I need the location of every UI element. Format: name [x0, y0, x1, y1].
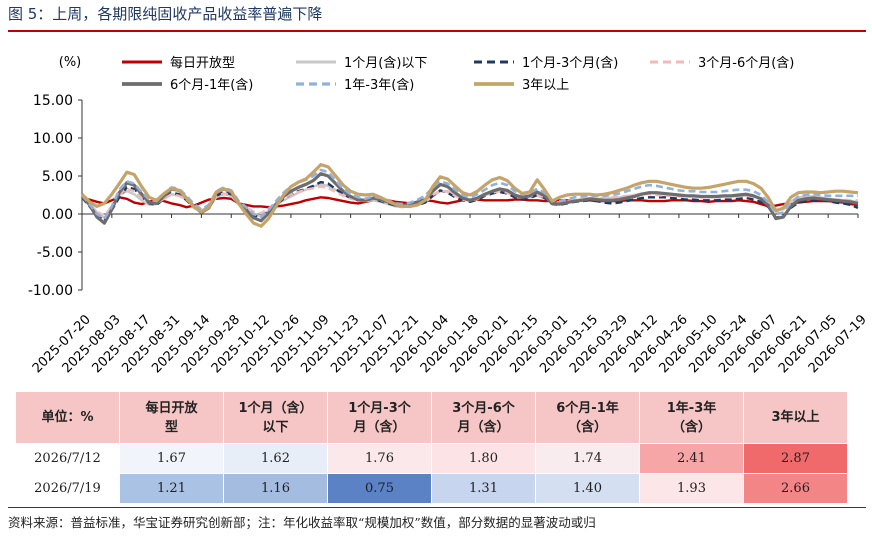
table-value-cell: 1.16 [223, 473, 328, 504]
table-header-cell: 3年以上 [743, 391, 848, 444]
table-header-text: 1个月-3个 [348, 400, 411, 416]
table-header-cell: 每日开放型 [119, 391, 224, 444]
legend-label-4: 6个月-1年(含) [170, 77, 253, 93]
table-header-cell: 1个月（含） 以下 [223, 391, 328, 444]
y-tick-label: 5.00 [42, 169, 73, 185]
legend-label-2: 1个月-3个月(含) [522, 55, 618, 71]
table-header-text: 月（含） [353, 419, 406, 435]
y-tick-label: 10.00 [33, 131, 73, 147]
table-value-cell: 1.80 [431, 443, 536, 474]
series-lines [80, 163, 859, 228]
table-value-cell: 1.93 [639, 473, 744, 504]
y-tick-label: 15.00 [33, 93, 73, 109]
figure-title: 图 5：上周，各期限纯固收产品收益率普遍下降 [8, 5, 323, 23]
legend-label-5: 1年-3年(含) [344, 77, 414, 93]
table-header-text: 3个月-6个 [452, 400, 515, 416]
table-body: 2026/7/12 1.67 1.62 1.76 1.80 1.74 2.41 2.87 202… [15, 443, 848, 504]
table-value-cell: 0.75 [327, 473, 432, 504]
table-date-cell: 2026/7/19 [15, 473, 120, 504]
y-axis: 15.00 10.00 5.00 0.00 -5.00 -10.00 [28, 93, 83, 299]
table-value-cell: 1.74 [535, 443, 640, 474]
table-header-text: 以下 [262, 419, 289, 435]
table-header-row: 单位：% 每日开放型 1个月（含） 以下 1个月-3个 月（含） 3个月-6个 月（含） 6个月… [15, 391, 848, 444]
title-divider [8, 30, 866, 32]
table-header-cell: 3个月-6个 月（含） [431, 391, 536, 444]
table-value-cell: 1.31 [431, 473, 536, 504]
table-header-text: 3年以上 [771, 410, 820, 425]
table-row: 2026/7/19 1.21 1.16 0.75 1.31 1.40 1.93 2.66 [15, 473, 848, 504]
table-date-cell: 2026/7/12 [15, 443, 120, 474]
footer-divider [8, 507, 866, 508]
x-axis: 2025-07-202025-08-032025-08-172025-08-31… [30, 213, 870, 376]
table-header-text: （含） [671, 419, 711, 435]
table-header-cell: 1个月-3个 月（含） [327, 391, 432, 444]
table-row: 2026/7/12 1.67 1.62 1.76 1.80 1.74 2.41 2.87 [15, 443, 848, 474]
line-chart: 每日开放型 1个月(含)以下 1个月-3个月(含) 3个月-6个月(含) 6个月-1年(… [28, 55, 870, 376]
legend-label-3: 3个月-6个月(含) [698, 55, 794, 71]
table-header-text: 型 [164, 419, 178, 435]
source-note: 资料来源：普益标准，华宝证券研究创新部；注：年化收益率取“规模加权”数值，部分数… [8, 515, 596, 530]
table-header-cell: 1年-3年 （含） [639, 391, 744, 444]
table-value-cell: 2.87 [743, 443, 848, 474]
table-value-cell: 1.76 [327, 443, 432, 474]
table-value-cell: 1.21 [119, 473, 224, 504]
table-header-text: 1年-3年 [666, 400, 717, 416]
series-line-6 [80, 163, 859, 228]
y-axis-label: (%) [59, 55, 82, 70]
table-header-text: （含） [567, 419, 607, 435]
table-value-cell: 1.62 [223, 443, 328, 474]
y-tick-label: -5.00 [37, 245, 73, 261]
table-header-text: 月（含） [457, 419, 510, 435]
legend-label-1: 1个月(含)以下 [344, 55, 427, 71]
table-value-cell: 1.67 [119, 443, 224, 474]
y-tick-label: -10.00 [28, 283, 73, 299]
table-header-text: 6个月-1年 [556, 400, 619, 416]
legend-label-6: 3年以上 [522, 78, 569, 93]
chart-legend: 每日开放型 1个月(含)以下 1个月-3个月(含) 3个月-6个月(含) 6个月-1年(… [122, 55, 794, 93]
table-header-text: 1个月（含） [238, 400, 313, 416]
legend-label-0: 每日开放型 [170, 55, 235, 71]
yield-table: 单位：% 每日开放型 1个月（含） 以下 1个月-3个 月（含） 3个月-6个 月（含） 6个月… [15, 391, 848, 504]
table-header-text: 每日开放 [145, 400, 198, 416]
table-header-text: 单位：% [41, 410, 94, 425]
table-value-cell: 2.41 [639, 443, 744, 474]
table-header-cell: 6个月-1年 （含） [535, 391, 640, 444]
y-tick-label: 0.00 [42, 207, 73, 223]
table-header-cell: 单位：% [15, 391, 120, 444]
table-value-cell: 2.66 [743, 473, 848, 504]
table-value-cell: 1.40 [535, 473, 640, 504]
